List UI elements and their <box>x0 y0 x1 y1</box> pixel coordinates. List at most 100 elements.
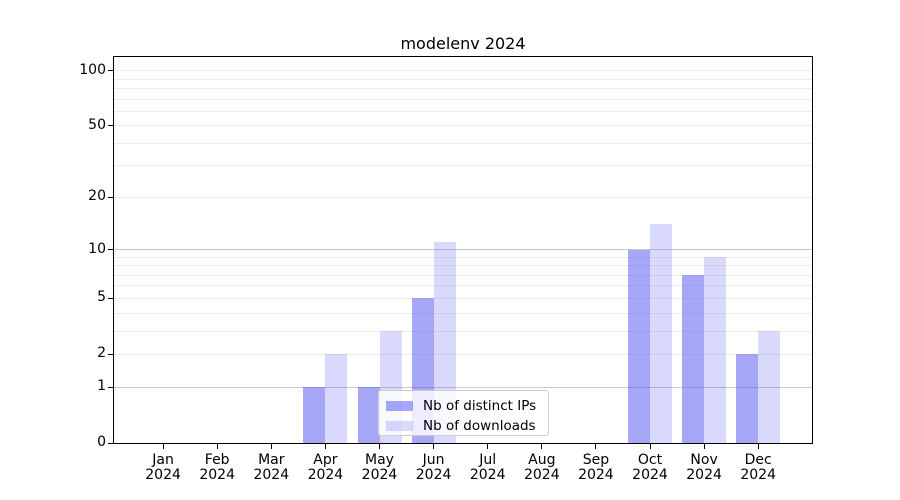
x-tick-mark <box>487 444 489 449</box>
gridline-emphasis <box>114 386 812 388</box>
bar-downloads-oct <box>650 224 672 443</box>
gridline <box>114 142 812 144</box>
bar-distinct-ips-oct <box>628 249 650 443</box>
x-tick-month: Mar <box>258 452 285 468</box>
y-tick-label: 10 <box>88 240 106 257</box>
x-tick-mark <box>162 444 164 449</box>
gridline <box>114 353 812 355</box>
y-tick-mark <box>108 196 113 198</box>
y-tick-mark <box>108 297 113 299</box>
x-tick-month: Jul <box>479 452 497 468</box>
legend-item: Nb of downloads <box>386 416 540 436</box>
gridline <box>114 98 812 100</box>
x-tick-year: 2024 <box>145 467 181 483</box>
bar-downloads-nov <box>704 257 727 443</box>
legend-item: Nb of distinct IPs <box>386 396 540 416</box>
x-tick-mark <box>324 444 326 449</box>
x-tick-label: Sep 2024 <box>566 453 626 483</box>
bar-downloads-apr <box>325 354 348 443</box>
x-tick-month: Aug <box>528 452 556 468</box>
x-tick-year: 2024 <box>307 467 344 483</box>
y-tick-mark <box>108 70 113 72</box>
x-tick-month: Nov <box>690 452 718 468</box>
gridline <box>114 165 812 167</box>
y-tick-label: 50 <box>88 116 106 133</box>
gridline <box>114 274 812 276</box>
gridline-emphasis <box>114 249 812 250</box>
gridline <box>114 78 812 80</box>
chart-title: modelenv 2024 <box>400 34 526 53</box>
x-tick-label: Dec 2024 <box>728 453 788 483</box>
x-tick-month: Feb <box>204 452 230 468</box>
y-tick-mark <box>108 442 113 444</box>
y-tick-label: 100 <box>79 61 106 78</box>
gridline <box>114 110 812 112</box>
x-tick-label: Jul 2024 <box>458 453 518 483</box>
bar-distinct-ips-may <box>357 387 380 443</box>
x-tick-month: Jun <box>422 452 445 468</box>
x-tick-year: 2024 <box>632 467 668 483</box>
x-tick-label: Mar 2024 <box>241 453 301 483</box>
y-tick-mark <box>108 353 113 355</box>
x-tick-mark <box>216 444 218 449</box>
y-tick-mark <box>108 386 113 388</box>
x-tick-year: 2024 <box>415 467 452 483</box>
x-tick-mark <box>541 444 543 449</box>
gridline <box>114 125 812 127</box>
gridline <box>114 256 812 258</box>
y-tick-label: 5 <box>97 289 106 306</box>
x-tick-mark <box>649 444 651 449</box>
x-tick-month: Jan <box>152 452 174 468</box>
x-tick-year: 2024 <box>578 467 614 483</box>
y-tick-mark <box>108 249 113 250</box>
x-tick-month: Sep <box>582 452 610 468</box>
x-tick-month: Oct <box>637 452 663 468</box>
x-tick-month: May <box>365 452 394 468</box>
x-tick-year: 2024 <box>199 467 235 483</box>
bar-distinct-ips-dec <box>736 354 759 443</box>
x-tick-year: 2024 <box>740 467 776 483</box>
legend-swatch <box>386 421 413 431</box>
y-tick-label: 1 <box>97 378 106 395</box>
x-tick-mark <box>433 444 435 449</box>
x-tick-mark <box>270 444 272 449</box>
gridline <box>114 196 812 198</box>
x-tick-label: Nov 2024 <box>674 453 734 483</box>
gridline <box>114 330 812 332</box>
gridline <box>114 265 812 267</box>
bar-distinct-ips-apr <box>303 387 326 443</box>
legend-label: Nb of distinct IPs <box>423 398 537 414</box>
gridline <box>114 312 812 314</box>
bar-downloads-dec <box>758 331 781 443</box>
gridline <box>114 297 812 299</box>
y-tick-label: 2 <box>97 345 106 362</box>
x-tick-mark <box>379 444 380 449</box>
legend-swatch <box>386 401 413 411</box>
x-tick-year: 2024 <box>253 467 290 483</box>
gridline <box>114 285 812 287</box>
x-tick-year: 2024 <box>361 467 398 483</box>
gridline <box>114 87 812 89</box>
x-tick-label: Jun 2024 <box>404 453 464 483</box>
legend: Nb of distinct IPs Nb of downloads <box>378 390 549 436</box>
gridline <box>114 70 812 72</box>
bar-distinct-ips-nov <box>682 275 705 443</box>
x-tick-label: May 2024 <box>350 453 410 483</box>
x-tick-label: Apr 2024 <box>295 453 355 483</box>
x-tick-label: Feb 2024 <box>187 453 247 483</box>
y-tick-label: 20 <box>88 188 106 205</box>
x-tick-month: Dec <box>744 452 772 468</box>
x-tick-year: 2024 <box>469 467 506 483</box>
y-tick-mark <box>108 125 113 127</box>
x-tick-year: 2024 <box>523 467 560 483</box>
x-tick-month: Apr <box>313 452 338 468</box>
x-tick-label: Aug 2024 <box>512 453 572 483</box>
x-tick-mark <box>703 444 705 449</box>
plot-area <box>113 56 813 444</box>
y-tick-label: 0 <box>97 434 106 450</box>
legend-label: Nb of downloads <box>423 418 536 434</box>
x-tick-year: 2024 <box>686 467 722 483</box>
x-tick-mark <box>757 444 759 449</box>
x-tick-label: Oct 2024 <box>620 453 680 483</box>
